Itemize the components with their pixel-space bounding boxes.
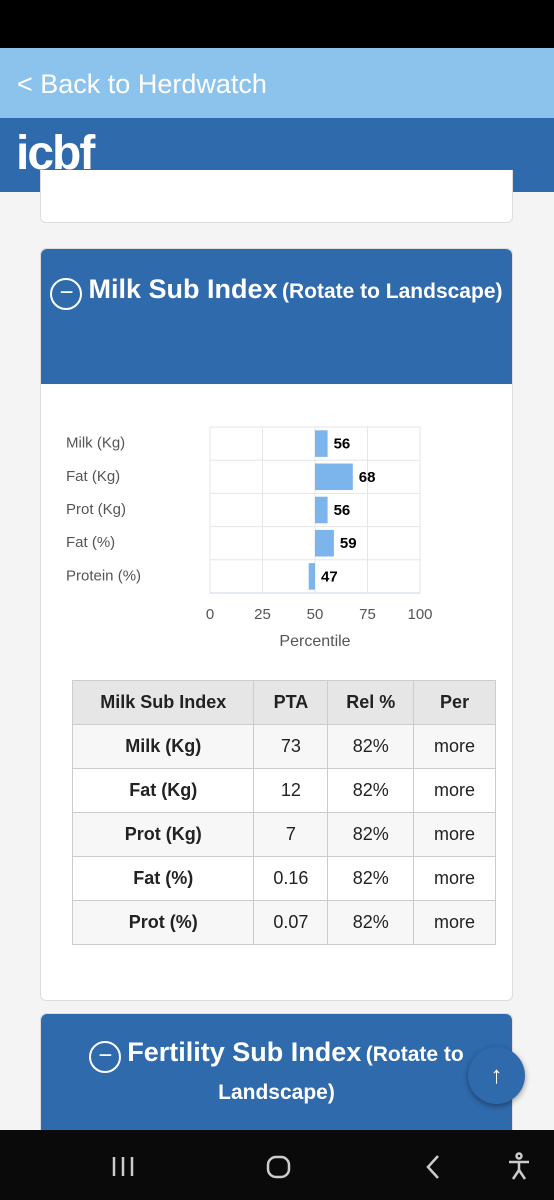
table-row: Prot (%) 0.07 82% more: [71, 900, 496, 945]
column-header: Per: [413, 680, 496, 725]
back-link[interactable]: < Back to Herdwatch: [0, 48, 554, 118]
table-cell: Fat (Kg): [71, 768, 255, 813]
bar: [315, 529, 334, 557]
table-cell: Fat (%): [71, 856, 255, 901]
table-cell: 82%: [327, 812, 415, 857]
bar: [308, 563, 315, 590]
table-cell: Prot (%): [71, 900, 255, 945]
data-label: 56: [334, 502, 351, 519]
accessibility-button[interactable]: [509, 1152, 529, 1180]
column-header: Rel %: [327, 680, 415, 725]
nav-bar: [0, 1130, 554, 1200]
fertility-card: − Fertility Sub Index (Rotate to Landscap…: [40, 1013, 513, 1164]
collapse-icon[interactable]: −: [50, 277, 83, 310]
x-tick-label: 50: [307, 606, 324, 623]
table-cell: 0.07: [253, 900, 329, 945]
table-cell: 82%: [327, 768, 415, 813]
header-row: Milk Sub Index PTA Rel % Per: [71, 680, 496, 725]
table-row: Milk (Kg) 73 82% more: [71, 724, 496, 769]
table-cell: 0.16: [253, 856, 329, 901]
y-tick-label: Fat (%): [66, 534, 115, 551]
table-cell: 82%: [327, 856, 415, 901]
bar: [315, 463, 353, 491]
data-table: Milk Sub Index PTA Rel % Per Milk (Kg) 73 82% m…: [71, 680, 496, 945]
bar: [315, 496, 328, 524]
table-cell: Milk (Kg): [71, 724, 255, 769]
section-title: Milk Sub Index: [88, 274, 278, 304]
home-button[interactable]: [266, 1155, 291, 1179]
section-note: (Rotate to Landscape): [218, 1043, 464, 1104]
more-link[interactable]: more: [413, 812, 496, 857]
table-cell: 12: [253, 768, 329, 813]
more-link[interactable]: more: [413, 724, 496, 769]
y-tick-label: Protein (%): [66, 567, 141, 584]
more-link[interactable]: more: [413, 856, 496, 901]
recents-button[interactable]: [112, 1157, 134, 1176]
y-tick-label: Prot (Kg): [66, 501, 126, 518]
section-note: (Rotate to Landscape): [281, 280, 503, 303]
status-bar: [0, 0, 554, 48]
x-tick-label: 75: [359, 606, 376, 623]
data-label: 47: [321, 568, 338, 585]
data-label: 68: [359, 469, 376, 486]
column-header: Milk Sub Index: [71, 680, 255, 725]
previous-card: [40, 170, 513, 223]
column-header: PTA: [253, 680, 329, 725]
collapse-icon[interactable]: −: [89, 1040, 122, 1073]
table-row: Fat (%) 0.16 82% more: [71, 856, 496, 901]
y-tick-label: Milk (Kg): [66, 435, 125, 452]
table-cell: 82%: [327, 900, 415, 945]
data-label: 59: [340, 535, 357, 552]
table-cell: 7: [253, 812, 329, 857]
bar: [315, 430, 328, 457]
more-link[interactable]: more: [413, 900, 496, 945]
table-row: Fat (Kg) 12 82% more: [71, 768, 496, 813]
scroll-top-button[interactable]: ↑: [468, 1047, 525, 1104]
table-cell: Prot (Kg): [71, 812, 255, 857]
y-tick-label: Fat (Kg): [66, 468, 120, 485]
data-label: 56: [334, 436, 351, 453]
table-cell: 82%: [327, 724, 415, 769]
table-cell: 73: [253, 724, 329, 769]
section-title: Fertility Sub Index: [127, 1037, 362, 1067]
chart: Percentile 0 25 50 75 100 Milk (Kg) 56 Fat (Kg)…: [66, 426, 433, 650]
x-tick-label: 25: [254, 606, 271, 623]
more-link[interactable]: more: [413, 768, 496, 813]
back-button[interactable]: [426, 1155, 439, 1179]
card-header: − Milk Sub Index (Rotate to Landscape): [41, 249, 512, 384]
table-row: Prot (Kg) 7 82% more: [71, 812, 496, 857]
x-axis-label: Percentile: [279, 633, 350, 650]
nav-icons: [112, 1152, 529, 1180]
x-tick-label: 100: [407, 606, 432, 623]
x-tick-label: 0: [206, 606, 214, 623]
